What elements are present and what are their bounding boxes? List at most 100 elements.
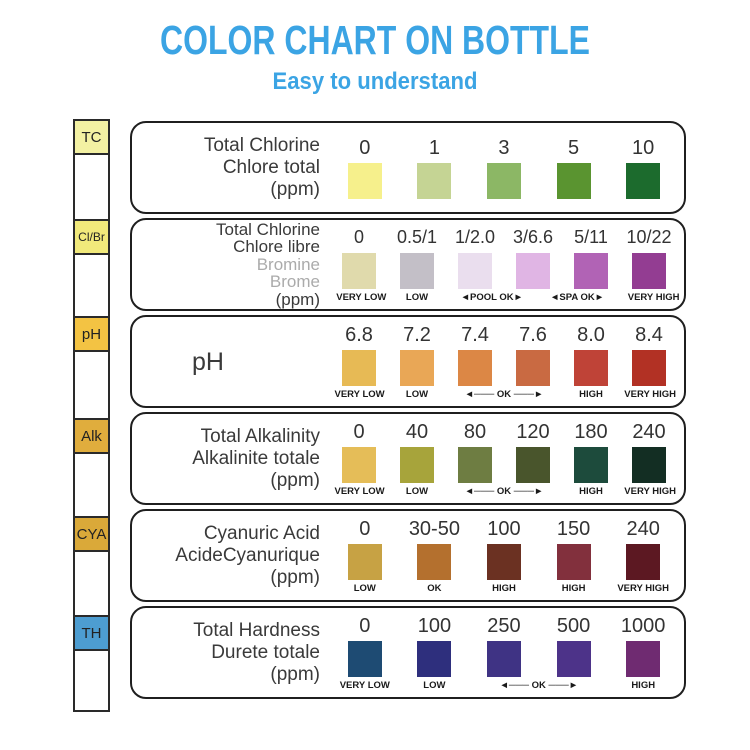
swatch-area-ph: 6.8 7.2 7.4 7.6 8.0 8.4 VERY LOW LOW ◄─── OK ───… [324,317,684,406]
rating-label: VERY HIGH [627,292,680,303]
rating-label: OK [427,583,442,594]
color-swatch [458,447,492,483]
panel-title-line: Total Alkalinity [200,425,320,447]
swatch-column: 10 [608,123,678,212]
rating-label: LOW [405,389,429,400]
swatch-value: 3 [498,136,510,159]
strip-pad-cl-br: Cl/Br [73,219,110,255]
panel-title-line: Total Hardness [193,619,320,641]
swatch-column: 100 [400,608,470,697]
color-swatch [556,162,591,199]
swatch-column: 3/6.6 [504,220,562,309]
swatch-value: 180 [574,421,608,443]
color-swatch [626,544,661,580]
color-swatch [574,447,608,483]
color-swatch [486,641,521,677]
swatch-column: 1000 [608,608,678,697]
swatch-column: 7.6 [504,317,562,406]
panel-title-line: Durete totale [211,641,320,663]
color-swatch [574,253,608,289]
strip-pad-cya: CYA [73,516,110,552]
strip-pad-label: Cl/Br [78,230,105,244]
color-swatch [556,641,591,677]
swatch-value: 1 [428,136,440,159]
rating-label: ◄─── OK ───► [499,680,579,691]
swatch-column: 5/11 [562,220,620,309]
swatch-area-total-chlorine: 0 1 3 5 10 [324,123,684,212]
color-swatch [342,253,376,289]
swatch-column: 500 [539,608,609,697]
swatch-column: 30-50 [400,511,470,600]
panel-title-line: Alkalinite totale [192,447,320,469]
color-swatch [342,350,376,386]
panel-title-line: Bromine [256,254,320,274]
swatch-column: 0 [330,414,388,503]
swatch-value: 150 [556,518,591,540]
swatch-value: 250 [487,615,521,637]
color-swatch [516,253,550,289]
swatch-value: 0 [359,136,371,159]
swatch-value: 10/22 [626,227,672,247]
page-title: COLOR CHART ON BOTTLE [160,17,590,63]
strip-pad-label: CYA [76,525,107,543]
color-swatch [516,350,550,386]
swatch-column: 6.8 [330,317,388,406]
swatch-column: 250 [469,608,539,697]
ratings-row: VERY LOW LOW ◄POOL OK► ◄SPA OK► VERY HIGH [330,291,680,303]
rating-label: VERY LOW [339,680,390,691]
ratings-row: LOW OK HIGH HIGH VERY HIGH [330,582,678,594]
panel-title-total-hardness: Total Hardness Durete totale (ppm) [132,608,324,697]
panel-title-line: Chlore libre [233,237,320,257]
swatch-column: 10/22 [620,220,678,309]
rating-label: VERY LOW [334,389,385,400]
panel-title-free-chlorine-bromine: Total Chlorine Chlore libre Bromine Brome (p… [132,220,324,309]
ratings-row: VERY LOW LOW ◄─── OK ───► HIGH VERY HIGH [330,485,678,497]
panel-title-line: Cyanuric Acid [203,522,320,544]
color-swatch [486,162,521,199]
strip-pad-label: pH [81,325,102,343]
swatch-column: 0 [330,123,400,212]
swatch-column: 8.0 [562,317,620,406]
rating-label: LOW [405,486,429,497]
strip-pad-label: TC [81,128,102,146]
panel-title-line: (ppm) [275,289,320,309]
rating-label: VERY HIGH [617,583,670,594]
rating-label: LOW [405,292,429,303]
swatch-value: 240 [626,518,660,540]
swatch-value: 7.4 [461,324,489,346]
panel-title-line: AcideCyanurique [175,544,320,566]
color-swatch [626,162,661,199]
rating-label: VERY HIGH [624,389,677,400]
panel-ph: pH 6.8 7.2 7.4 7.6 8.0 8.4 VERY LOW LOW ◄─── OK ─… [130,315,686,408]
swatch-value: 10 [632,136,655,159]
color-swatch [400,350,434,386]
rating-label: HIGH [561,583,586,594]
swatch-value: 80 [463,421,487,443]
swatch-column: 0.5/1 [388,220,446,309]
swatch-column: 240 [608,511,678,600]
swatch-area-total-alkalinity: 0 40 80 120 180 240 VERY LOW LOW ◄─── OK ───► HIG… [324,414,684,503]
swatch-area-free-chlorine-bromine: 0 0.5/1 1/2.0 3/6.6 5/11 10/22 VERY LOW LOW ◄POO… [324,220,684,309]
strip-pad-th: TH [73,615,110,651]
strip-pad-tc: TC [73,119,110,155]
swatch-column: 0 [330,511,400,600]
swatch-area-cyanuric-acid: 0 30-50 100 150 240 LOW OK HIGH HIGH VERY HIGH [324,511,684,600]
swatch-value: 5 [568,136,580,159]
swatch-value: 0 [359,518,371,540]
swatch-column: 7.2 [388,317,446,406]
color-swatch [400,447,434,483]
panels-container: Total Chlorine Chlore total (ppm) 0 1 3 5 10 Tot… [130,121,686,699]
swatch-column: 8.4 [620,317,678,406]
swatch-value: 5/11 [574,227,608,247]
strip-pad-label: Alk [81,427,102,445]
rating-label: HIGH [579,486,603,497]
panel-title-line: Chlore total [222,156,320,178]
color-swatch [574,350,608,386]
swatch-value: 500 [556,615,591,637]
color-swatch [632,350,666,386]
rating-label: ◄POOL OK► [460,292,524,303]
panel-total-hardness: Total Hardness Durete totale (ppm) 0 100 250 5… [130,606,686,699]
swatch-value: 0.5/1 [396,227,438,247]
swatch-value: 100 [417,615,452,637]
